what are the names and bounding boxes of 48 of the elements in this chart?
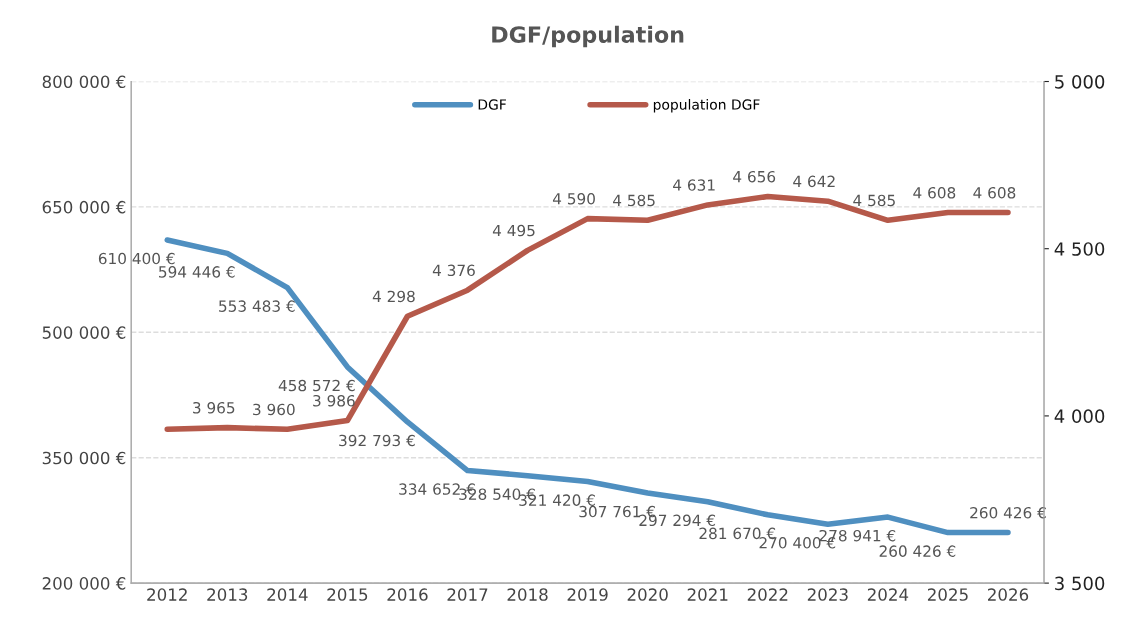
data-label: 4 585 xyxy=(613,194,655,207)
y2-tick-label: 4 000 xyxy=(1054,409,1105,424)
x-tick-label: 2013 xyxy=(207,588,248,601)
chart-title: DGF/population xyxy=(492,25,684,48)
x-tick-label: 2014 xyxy=(267,588,308,601)
x-tick-label: 2012 xyxy=(147,588,187,601)
x-tick-label: 2026 xyxy=(988,588,1029,601)
x-tick-label: 2020 xyxy=(627,588,668,601)
data-label: 4 590 xyxy=(552,192,595,205)
y-tick-label: 500 000 € xyxy=(42,326,126,339)
y-tick-label: 350 000 € xyxy=(42,451,126,465)
x-tick-label: 2015 xyxy=(327,588,368,601)
x-tick-label: 2022 xyxy=(747,588,788,601)
data-label: 4 656 xyxy=(733,170,776,183)
y2-tick-label: 3 500 xyxy=(1055,576,1105,591)
y-tick-label: 800 000 € xyxy=(42,75,126,89)
data-label: 594 446 € xyxy=(159,266,235,278)
data-label: 260 426 € xyxy=(970,506,1046,519)
data-label: 392 793 € xyxy=(339,434,415,447)
data-label: 4 376 xyxy=(432,264,475,277)
data-label: 610 400 € xyxy=(98,252,175,265)
x-tick-label: 2019 xyxy=(567,588,608,601)
y-tick-label: 200 000 € xyxy=(42,577,126,590)
x-tick-label: 2018 xyxy=(507,588,548,601)
data-label: 3 986 xyxy=(313,394,355,407)
x-tick-label: 2017 xyxy=(447,588,488,601)
x-tick-label: 2016 xyxy=(387,588,428,601)
legend-label: population DGF xyxy=(653,99,760,113)
data-label: 4 642 xyxy=(793,175,835,188)
data-label: 4 495 xyxy=(492,224,535,237)
data-label: 4 608 xyxy=(973,186,1016,199)
y2-tick-label: 4 500 xyxy=(1054,242,1105,256)
data-label: 3 965 xyxy=(193,401,235,414)
legend-label: DGF xyxy=(478,99,506,110)
data-label: 458 572 € xyxy=(278,379,355,392)
data-label: 4 608 xyxy=(913,186,956,199)
data-label: 260 426 € xyxy=(879,545,956,557)
data-label: 3 960 xyxy=(253,403,295,416)
x-tick-label: 2025 xyxy=(927,588,968,601)
y2-tick-label: 5 000 xyxy=(1055,74,1105,89)
x-tick-label: 2024 xyxy=(867,588,909,601)
x-tick-label: 2023 xyxy=(807,588,848,601)
data-label: 4 298 xyxy=(372,290,415,303)
x-tick-label: 2021 xyxy=(687,588,728,601)
y-tick-label: 650 000 € xyxy=(42,200,126,214)
data-label: 553 483 € xyxy=(219,300,295,312)
data-label: 4 631 xyxy=(673,179,715,191)
data-label: 4 585 xyxy=(853,194,895,207)
